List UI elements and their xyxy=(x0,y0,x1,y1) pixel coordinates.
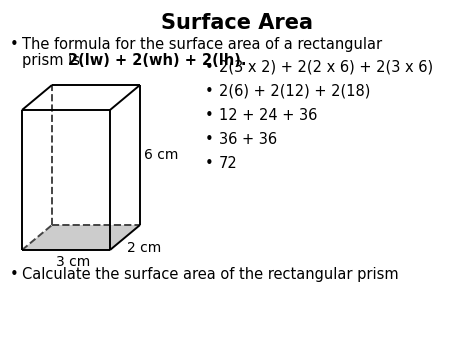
Text: •: • xyxy=(205,108,214,123)
Text: •: • xyxy=(205,60,214,75)
Text: •: • xyxy=(205,84,214,99)
Text: prism is: prism is xyxy=(22,53,85,68)
Text: •: • xyxy=(205,132,214,147)
Text: •: • xyxy=(10,267,19,282)
Polygon shape xyxy=(22,225,140,250)
Text: •: • xyxy=(10,37,19,52)
Text: The formula for the surface area of a rectangular: The formula for the surface area of a re… xyxy=(22,37,382,52)
Text: •: • xyxy=(205,156,214,171)
Text: 72: 72 xyxy=(219,156,238,171)
Text: 6 cm: 6 cm xyxy=(144,148,178,162)
Text: 3 cm: 3 cm xyxy=(56,255,90,269)
Text: 12 + 24 + 36: 12 + 24 + 36 xyxy=(219,108,318,123)
Text: 2(3 x 2) + 2(2 x 6) + 2(3 x 6): 2(3 x 2) + 2(2 x 6) + 2(3 x 6) xyxy=(219,60,433,75)
Text: 2 cm: 2 cm xyxy=(127,241,161,256)
Text: 2(lw) + 2(wh) + 2(lh).: 2(lw) + 2(wh) + 2(lh). xyxy=(68,53,246,68)
Text: 2(6) + 2(12) + 2(18): 2(6) + 2(12) + 2(18) xyxy=(219,84,370,99)
Text: Calculate the surface area of the rectangular prism: Calculate the surface area of the rectan… xyxy=(22,267,399,282)
Text: 36 + 36: 36 + 36 xyxy=(219,132,277,147)
Text: Surface Area: Surface Area xyxy=(161,13,313,33)
